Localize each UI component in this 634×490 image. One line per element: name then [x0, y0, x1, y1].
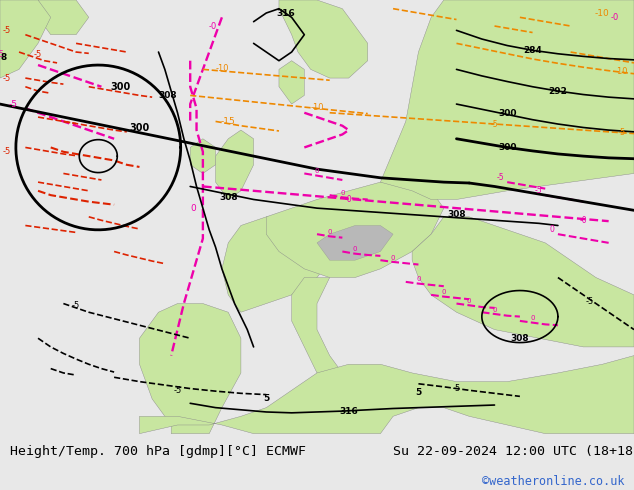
Text: 308: 308 — [219, 193, 238, 202]
Text: 308: 308 — [447, 210, 466, 219]
Text: -5: -5 — [497, 173, 505, 182]
Polygon shape — [412, 217, 634, 347]
Text: -0: -0 — [611, 13, 619, 22]
Text: -5: -5 — [617, 128, 626, 137]
Text: 0: 0 — [391, 255, 396, 261]
Text: -5: -5 — [452, 384, 461, 393]
Text: 0: 0 — [530, 315, 535, 321]
Text: 300: 300 — [110, 82, 131, 92]
Text: 0: 0 — [492, 307, 497, 313]
Text: 5: 5 — [415, 388, 422, 397]
Text: -10: -10 — [614, 68, 628, 76]
Polygon shape — [190, 139, 216, 173]
Polygon shape — [279, 61, 304, 104]
Text: -0: -0 — [345, 195, 353, 204]
Text: 0: 0 — [416, 276, 421, 282]
Text: 8: 8 — [0, 53, 6, 62]
Text: Height/Temp. 700 hPa [gdmp][°C] ECMWF: Height/Temp. 700 hPa [gdmp][°C] ECMWF — [10, 445, 306, 458]
Text: 0: 0 — [340, 190, 345, 196]
Text: -5: -5 — [72, 301, 81, 310]
Polygon shape — [266, 182, 444, 277]
Polygon shape — [317, 225, 393, 260]
Polygon shape — [139, 304, 241, 434]
Polygon shape — [38, 0, 89, 35]
Text: ©weatheronline.co.uk: ©weatheronline.co.uk — [482, 475, 624, 488]
Polygon shape — [0, 0, 51, 78]
Text: 284: 284 — [523, 46, 542, 55]
Text: 0: 0 — [467, 298, 472, 304]
Text: -5: -5 — [8, 99, 17, 109]
Text: -5: -5 — [34, 49, 42, 59]
Text: -0: -0 — [208, 22, 217, 30]
Text: 308: 308 — [158, 91, 178, 100]
Text: -5: -5 — [491, 120, 498, 128]
Polygon shape — [139, 356, 634, 434]
Text: -15: -15 — [221, 117, 236, 126]
Text: 308: 308 — [510, 334, 529, 343]
Text: -5: -5 — [535, 186, 543, 196]
Text: 300: 300 — [129, 123, 150, 133]
Text: 0: 0 — [314, 168, 320, 174]
Text: -5: -5 — [173, 386, 182, 395]
Polygon shape — [292, 277, 342, 390]
Polygon shape — [279, 0, 368, 78]
Text: 5: 5 — [263, 394, 269, 403]
Text: 316: 316 — [339, 408, 358, 416]
Text: -5: -5 — [0, 49, 4, 59]
Polygon shape — [222, 217, 330, 312]
Text: -10: -10 — [215, 64, 229, 73]
Text: -5: -5 — [2, 147, 11, 156]
Polygon shape — [380, 0, 634, 199]
Text: 0: 0 — [327, 229, 332, 235]
Text: Su 22-09-2024 12:00 UTC (18+18): Su 22-09-2024 12:00 UTC (18+18) — [393, 445, 634, 458]
Text: 0: 0 — [353, 246, 358, 252]
Text: -10: -10 — [310, 103, 324, 112]
Text: -5: -5 — [2, 74, 11, 82]
Text: 0: 0 — [441, 289, 446, 295]
Text: 0: 0 — [549, 225, 554, 234]
Text: 300: 300 — [498, 109, 517, 118]
Text: 292: 292 — [548, 87, 567, 96]
Polygon shape — [216, 130, 254, 199]
Text: -5: -5 — [2, 26, 11, 35]
Text: 316: 316 — [276, 8, 295, 18]
Text: -5: -5 — [585, 297, 594, 306]
Text: -0: -0 — [579, 216, 587, 225]
Text: 0: 0 — [190, 204, 197, 213]
Text: 300: 300 — [498, 143, 517, 152]
Text: -10: -10 — [595, 8, 610, 18]
